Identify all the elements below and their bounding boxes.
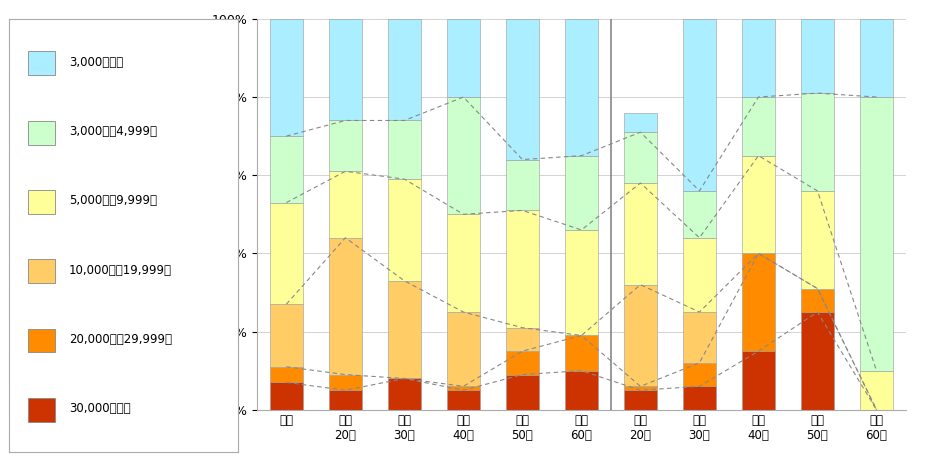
Bar — [683, 386, 715, 410]
Bar — [565, 335, 598, 371]
Bar — [743, 19, 774, 97]
Bar — [683, 312, 715, 363]
Bar — [270, 382, 303, 410]
Bar — [801, 289, 834, 312]
Bar — [270, 304, 303, 367]
Bar — [801, 312, 834, 410]
Bar — [683, 363, 715, 386]
Bar — [506, 351, 539, 374]
Bar — [28, 260, 55, 283]
Bar — [506, 160, 539, 211]
Text: 3,000円未満: 3,000円未満 — [69, 56, 123, 69]
Bar — [565, 155, 598, 230]
Bar — [506, 374, 539, 410]
Bar — [743, 156, 774, 253]
Bar — [743, 351, 774, 410]
Text: 20,000円～29,999円: 20,000円～29,999円 — [69, 333, 172, 346]
Bar — [801, 19, 834, 93]
Text: 30,000円以上: 30,000円以上 — [69, 402, 131, 415]
Bar — [389, 121, 420, 179]
Bar — [28, 121, 55, 145]
Bar — [565, 230, 598, 335]
Bar — [447, 214, 480, 312]
Bar — [743, 97, 774, 155]
Bar — [506, 328, 539, 351]
Bar — [683, 19, 715, 191]
Bar — [447, 19, 480, 97]
Bar — [389, 379, 420, 410]
Bar — [624, 183, 657, 284]
Bar — [329, 171, 361, 238]
Bar — [860, 19, 893, 97]
Text: 10,000円～19,999円: 10,000円～19,999円 — [69, 264, 172, 276]
Bar — [28, 190, 55, 214]
Bar — [389, 179, 420, 281]
Bar — [28, 51, 55, 75]
Bar — [329, 238, 361, 374]
Bar — [28, 398, 55, 422]
Text: 3,000円～4,999円: 3,000円～4,999円 — [69, 125, 157, 138]
Bar — [624, 386, 657, 390]
Bar — [270, 367, 303, 382]
Bar — [565, 19, 598, 155]
Bar — [683, 191, 715, 238]
Bar — [506, 211, 539, 328]
Bar — [624, 284, 657, 386]
Text: 5,000円～9,999円: 5,000円～9,999円 — [69, 195, 157, 207]
Bar — [329, 19, 361, 121]
Bar — [565, 371, 598, 410]
Bar — [624, 132, 657, 183]
Bar — [683, 238, 715, 312]
Bar — [624, 113, 657, 132]
Bar — [329, 374, 361, 390]
Bar — [389, 281, 420, 379]
Bar — [28, 329, 55, 352]
Bar — [624, 390, 657, 410]
Bar — [389, 19, 420, 121]
Bar — [329, 390, 361, 410]
Bar — [860, 371, 893, 410]
Bar — [447, 390, 480, 410]
Bar — [447, 386, 480, 390]
Bar — [801, 93, 834, 191]
Bar — [447, 97, 480, 214]
Bar — [506, 19, 539, 160]
Bar — [447, 312, 480, 386]
Bar — [270, 19, 303, 136]
Bar — [270, 203, 303, 304]
Bar — [860, 97, 893, 371]
Bar — [329, 121, 361, 171]
Bar — [801, 191, 834, 289]
Bar — [270, 136, 303, 203]
Bar — [743, 253, 774, 351]
